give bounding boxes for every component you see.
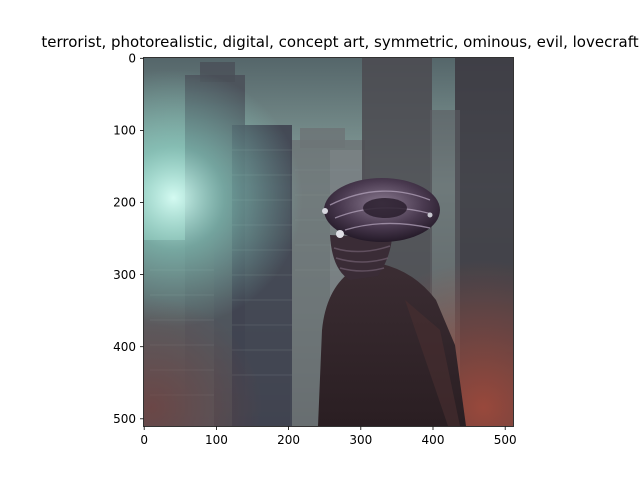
x-tick-label: 500 [494,433,517,447]
x-axis: 0 100 200 300 400 500 [140,426,517,447]
y-tick-label: 0 [128,52,136,66]
x-tick-label: 100 [205,433,228,447]
x-tick-label: 0 [140,433,148,447]
plot-title-text: terrorist, photorealistic, digital, conc… [41,33,639,51]
plot-title: terrorist, photorealistic, digital, conc… [0,33,640,51]
cyberpunk-figure-image [144,58,513,426]
y-tick-label: 400 [113,340,136,354]
axes-frame [143,57,514,427]
x-tick-label: 400 [422,433,445,447]
y-tick-label: 200 [113,196,136,210]
y-tick-label: 100 [113,124,136,138]
y-tick-label: 300 [113,268,136,282]
y-axis: 0 100 200 300 400 500 [113,52,144,426]
y-tick-label: 500 [113,412,136,426]
x-tick-label: 300 [349,433,372,447]
x-tick-label: 200 [277,433,300,447]
